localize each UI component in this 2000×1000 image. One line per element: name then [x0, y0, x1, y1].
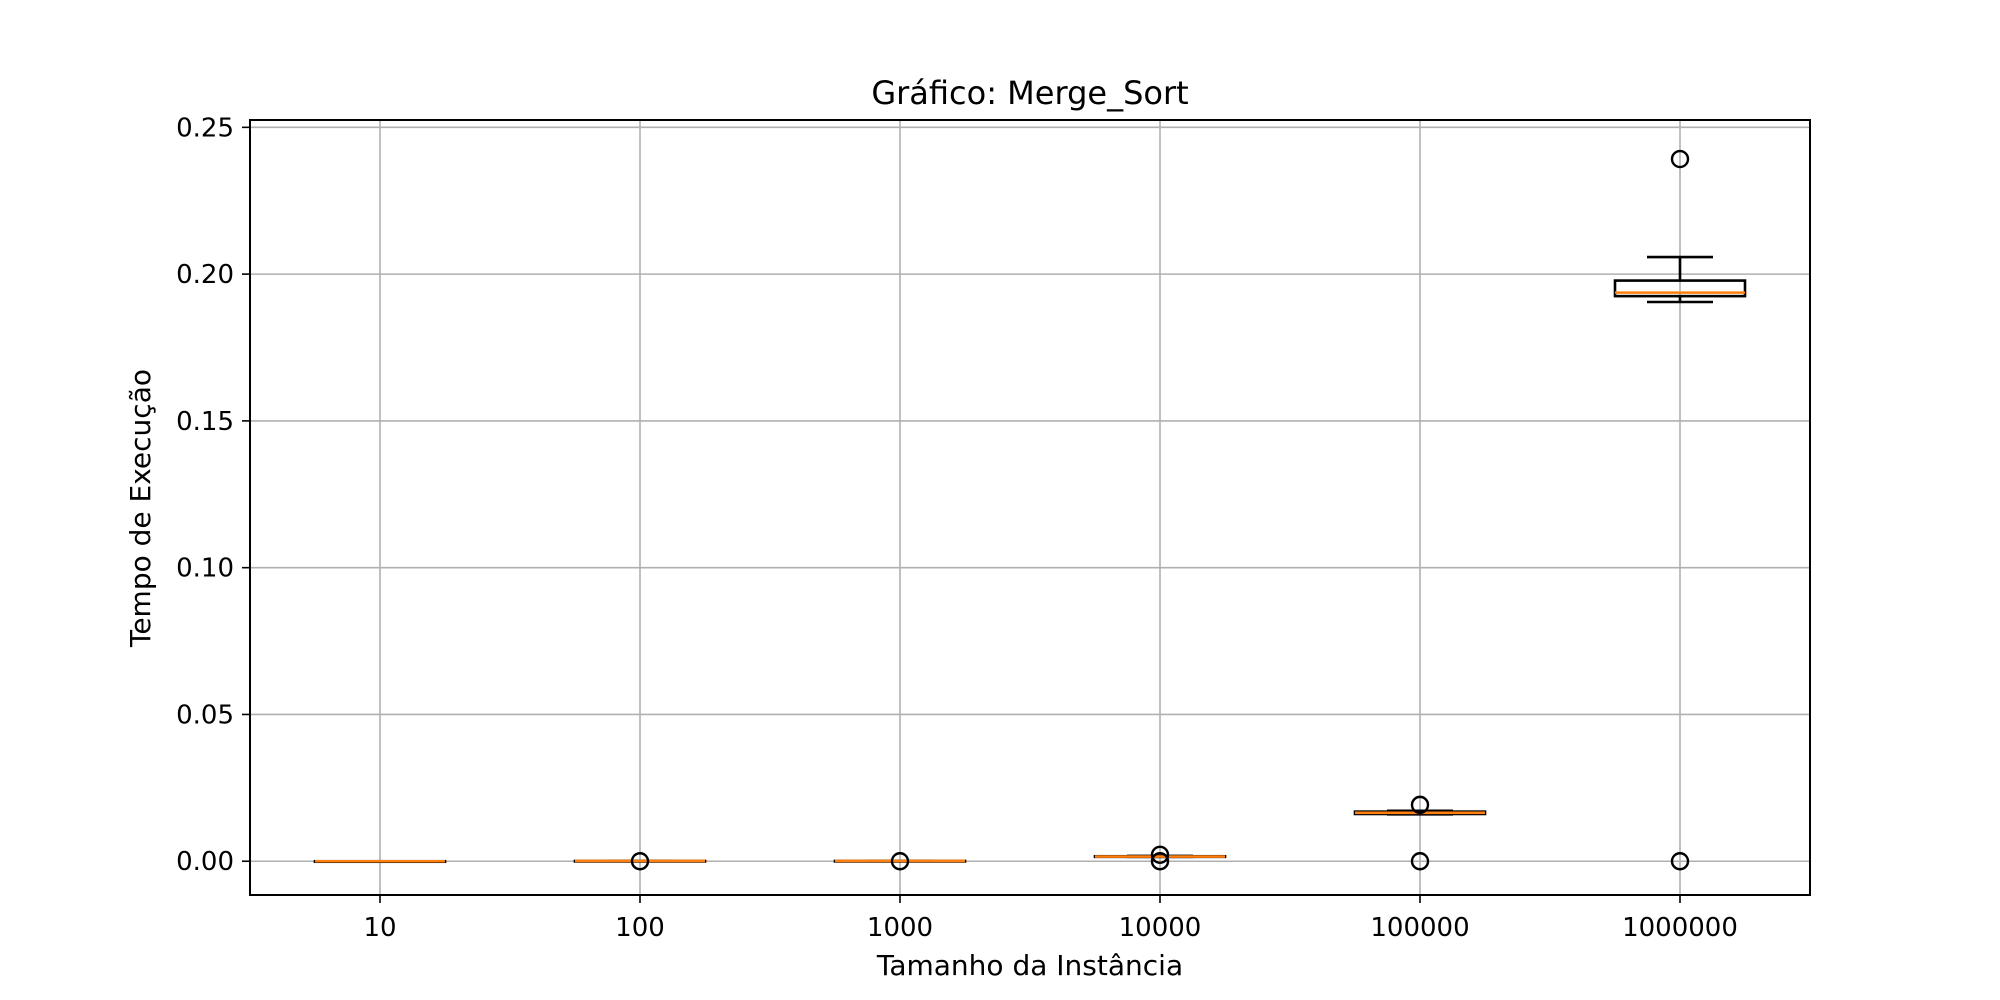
outlier-point	[1670, 852, 1690, 871]
outlier-point	[630, 852, 650, 871]
chart-title: Gráfico: Merge_Sort	[871, 74, 1188, 112]
y-axis-label: Tempo de Execução	[124, 369, 157, 648]
box-plot-100000	[1353, 795, 1487, 871]
box-plot-1000000	[1613, 149, 1747, 871]
x-tick-label: 1000000	[1622, 913, 1738, 943]
plot-frame	[249, 119, 1811, 896]
x-tick-label: 10	[363, 913, 396, 943]
x-tick-label: 100000	[1370, 913, 1469, 943]
x-axis-label: Tamanho da Instância	[876, 949, 1183, 982]
box-plot-10	[313, 859, 447, 864]
box-plot-100	[573, 852, 707, 871]
outlier-point	[1150, 852, 1170, 871]
y-tick-label: 0.10	[176, 554, 234, 584]
y-tick-label: 0.20	[176, 260, 234, 290]
x-tick-label: 10000	[1119, 913, 1202, 943]
x-tick-label: 100	[615, 913, 665, 943]
y-tick-label: 0.05	[176, 700, 234, 730]
box-plots	[313, 149, 1747, 871]
ticks: 0.00 0.05 0.10 0.15 0.20 0.25 10 100 1000 10000 10…	[176, 113, 1738, 943]
outlier-point	[1150, 845, 1170, 864]
box-plot-1000	[833, 852, 967, 871]
outlier-point	[1410, 795, 1430, 815]
box-plot-10000	[1093, 845, 1227, 871]
grid	[250, 120, 1810, 895]
y-tick-label: 0.25	[176, 113, 234, 143]
outlier-point	[890, 852, 910, 871]
box	[1613, 279, 1747, 298]
outlier-point	[1410, 852, 1430, 871]
y-tick-label: 0.15	[176, 407, 234, 437]
y-tick-label: 0.00	[176, 847, 234, 877]
x-tick-label: 1000	[867, 913, 933, 943]
outlier-point	[1670, 149, 1690, 169]
